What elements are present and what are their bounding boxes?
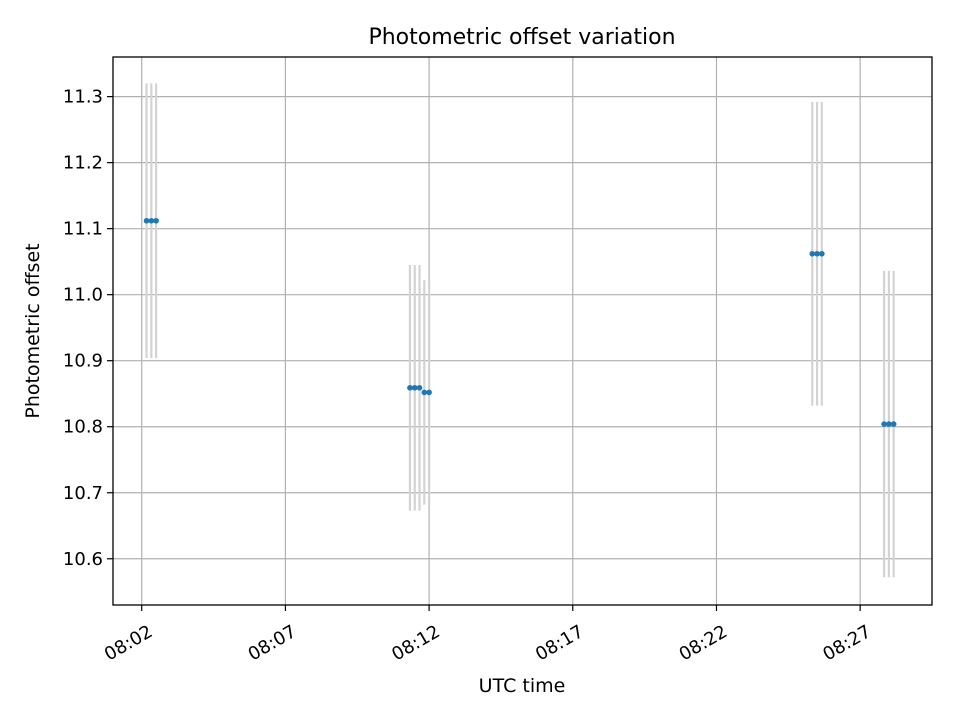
plot-frame (112, 56, 933, 606)
data-point (421, 389, 428, 396)
x-tick-label: 08:02 (101, 621, 156, 665)
data-point (809, 250, 816, 257)
data-point (153, 217, 159, 224)
grid (113, 57, 932, 605)
data-point (819, 250, 825, 257)
x-tick-label: 08:12 (388, 621, 443, 665)
data-point (416, 384, 423, 391)
y-tick-label: 10.6 (63, 549, 103, 570)
data-points (143, 217, 897, 427)
y-tick-label: 11.0 (63, 285, 103, 306)
y-tick-label: 11.3 (63, 87, 103, 108)
data-point (143, 217, 150, 224)
data-point (881, 421, 887, 427)
x-tick-label: 08:07 (245, 621, 300, 665)
y-tick-label: 11.1 (63, 219, 103, 240)
data-point (407, 384, 413, 391)
data-point (426, 389, 432, 396)
error-bars (145, 83, 895, 578)
x-tick-label: 08:27 (819, 621, 874, 665)
data-point (814, 250, 820, 257)
data-point (886, 421, 892, 427)
y-tick-label: 10.9 (63, 351, 103, 372)
y-tick-label: 10.7 (63, 483, 103, 504)
chart-title: Photometric offset variation (368, 25, 675, 50)
y-tick-label: 11.2 (63, 153, 103, 174)
y-tick-label: 10.8 (63, 417, 103, 438)
data-point (890, 421, 897, 427)
y-axis-label: Photometric offset (22, 243, 44, 418)
data-point (148, 217, 155, 224)
x-axis-label: UTC time (479, 675, 566, 697)
x-tick-label: 08:17 (532, 621, 587, 665)
x-tick-label: 08:22 (676, 621, 731, 665)
data-point (411, 384, 418, 391)
